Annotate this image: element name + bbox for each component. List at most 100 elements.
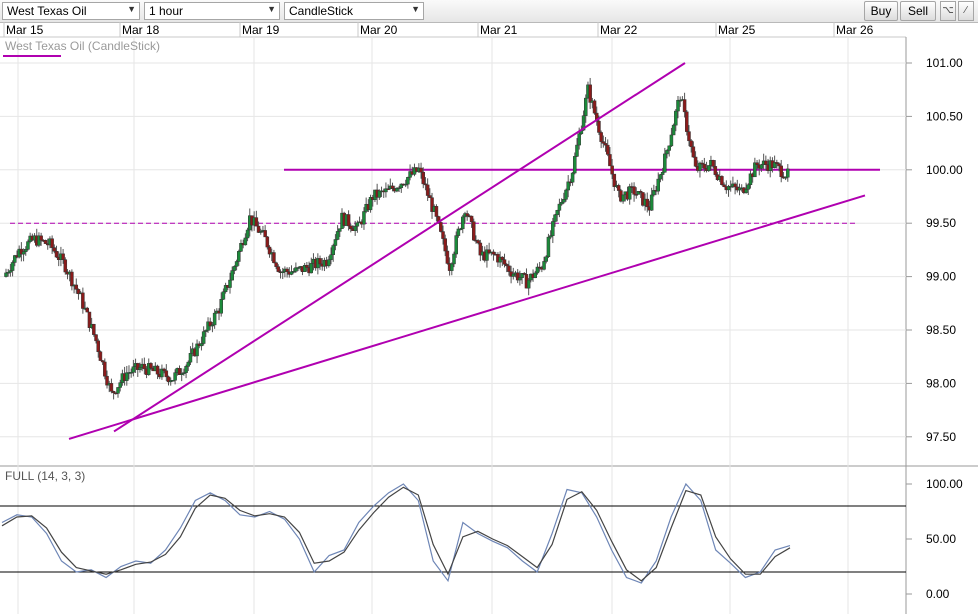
candle-up bbox=[289, 271, 294, 275]
candle-up bbox=[456, 228, 461, 236]
candle-down bbox=[687, 131, 691, 142]
candle-up bbox=[783, 176, 788, 179]
trendlines bbox=[68, 62, 866, 440]
candle-down bbox=[256, 225, 261, 233]
x-tick-label: Mar 15 bbox=[6, 23, 44, 37]
candle-up bbox=[171, 379, 175, 382]
candle-up bbox=[116, 387, 120, 394]
candle-down bbox=[267, 246, 272, 255]
candle-up bbox=[138, 367, 142, 370]
candle-up bbox=[13, 255, 17, 263]
candle-down bbox=[421, 171, 426, 185]
toolbar: West Texas Oil ▼ 1 hour ▼ CandleStick ▼ … bbox=[0, 0, 978, 23]
candle-up bbox=[566, 181, 570, 191]
candle-up bbox=[485, 249, 489, 261]
candle-down bbox=[50, 238, 54, 248]
candle-up bbox=[511, 273, 516, 277]
candle-down bbox=[469, 215, 474, 222]
candle-up bbox=[627, 186, 632, 200]
candle-up bbox=[454, 235, 458, 255]
sell-button[interactable]: Sell bbox=[900, 1, 936, 21]
candle-up bbox=[384, 188, 388, 193]
candle-down bbox=[177, 368, 182, 375]
candle-up bbox=[728, 185, 733, 188]
stoch-y-tick-labels: 100.00 50.00 0.00 bbox=[906, 477, 963, 601]
candle-up bbox=[125, 372, 129, 381]
candle-up bbox=[581, 115, 586, 131]
candle-up bbox=[204, 330, 208, 332]
candle-up bbox=[188, 353, 193, 363]
candle-up bbox=[243, 237, 248, 246]
candle-up bbox=[327, 259, 331, 267]
draw-line-icon[interactable]: ∕ bbox=[958, 1, 974, 21]
instrument-select[interactable]: West Texas Oil ▼ bbox=[2, 2, 140, 20]
candle-down bbox=[162, 368, 166, 372]
candle-up bbox=[584, 97, 588, 116]
candle-up bbox=[280, 271, 285, 274]
candle-up bbox=[544, 256, 548, 262]
chart-type-select[interactable]: CandleStick ▼ bbox=[284, 2, 424, 20]
candle-up bbox=[294, 267, 298, 272]
candle-up bbox=[10, 262, 15, 271]
candle-up bbox=[406, 177, 410, 185]
candle-up bbox=[199, 343, 204, 347]
candle-up bbox=[548, 235, 553, 238]
candle-down bbox=[507, 265, 511, 272]
candle-down bbox=[522, 273, 527, 275]
candle-up bbox=[461, 216, 465, 230]
candle-up bbox=[553, 214, 557, 222]
candle-down bbox=[263, 230, 267, 238]
candle-down bbox=[70, 271, 74, 287]
candle-down bbox=[487, 249, 491, 254]
candle-down bbox=[346, 214, 351, 227]
candle-up bbox=[564, 189, 568, 200]
candle-down bbox=[616, 185, 621, 191]
candle-down bbox=[777, 163, 781, 167]
x-tick-labels: Mar 15 Mar 18 Mar 19 Mar 20 Mar 21 Mar 22 Mar … bbox=[3, 22, 874, 37]
candle-down bbox=[700, 162, 704, 165]
y-tick-label: 99.50 bbox=[926, 216, 956, 230]
candle-down bbox=[52, 247, 57, 252]
candle-down bbox=[722, 184, 726, 187]
candle-down bbox=[81, 292, 85, 309]
y-tick-label: 101.00 bbox=[926, 56, 963, 70]
candle-down bbox=[472, 221, 476, 241]
candle-down bbox=[638, 191, 643, 193]
candle-up bbox=[223, 285, 228, 293]
candle-up bbox=[636, 191, 641, 195]
candle-up bbox=[772, 162, 777, 168]
candle-down bbox=[96, 340, 100, 353]
candle-up bbox=[397, 187, 401, 190]
candle-down bbox=[597, 120, 601, 133]
candle-up bbox=[559, 201, 564, 205]
candle-up bbox=[786, 168, 790, 178]
candle-down bbox=[265, 236, 270, 248]
candle-down bbox=[208, 321, 212, 327]
candle-up bbox=[338, 228, 342, 232]
candle-up bbox=[230, 270, 234, 281]
candle-down bbox=[682, 99, 687, 113]
candle-up bbox=[239, 243, 243, 252]
chart-settings-icon[interactable]: ⌥ bbox=[940, 1, 956, 21]
candle-up bbox=[570, 172, 575, 183]
candle-up bbox=[399, 183, 404, 189]
candle-up bbox=[184, 366, 188, 373]
buy-button[interactable]: Buy bbox=[864, 1, 898, 21]
candle-down bbox=[603, 143, 608, 146]
candle-up bbox=[26, 241, 30, 250]
candle-down bbox=[610, 165, 614, 175]
candle-up bbox=[291, 271, 296, 273]
stochastic-title: FULL (14, 3, 3) bbox=[5, 469, 85, 483]
candle-down bbox=[713, 166, 718, 175]
candle-down bbox=[685, 111, 689, 132]
candle-down bbox=[423, 183, 428, 186]
candle-up bbox=[8, 270, 13, 273]
candle-up bbox=[186, 361, 191, 367]
candle-up bbox=[533, 272, 538, 279]
candle-up bbox=[179, 373, 184, 375]
candle-up bbox=[551, 221, 555, 236]
candle-up bbox=[658, 174, 663, 180]
candle-down bbox=[142, 363, 147, 370]
timeframe-select[interactable]: 1 hour ▼ bbox=[144, 2, 280, 20]
